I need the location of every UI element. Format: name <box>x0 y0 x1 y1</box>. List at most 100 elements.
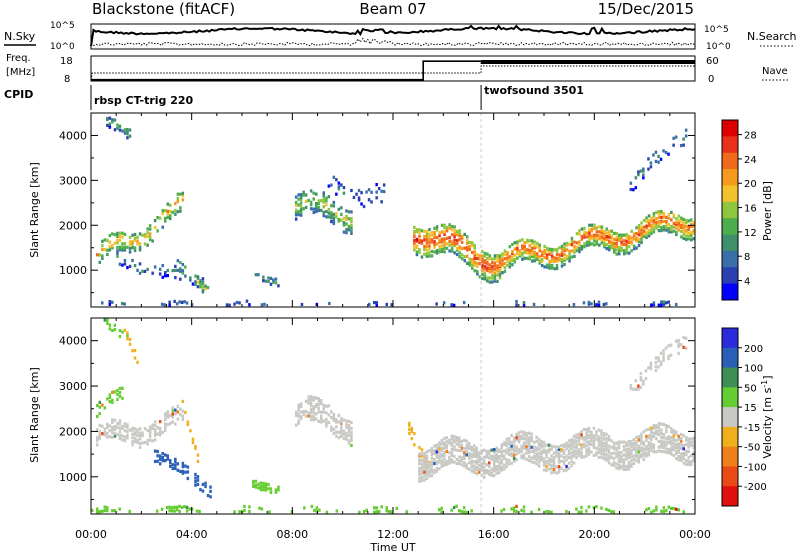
heatmap-cell <box>630 249 633 253</box>
heatmap-cell <box>493 279 497 283</box>
heatmap-cell <box>294 213 298 217</box>
heatmap-cell <box>420 454 424 458</box>
heatmap-cell <box>340 206 343 210</box>
heatmap-cell <box>148 227 152 231</box>
heatmap-cell <box>475 472 478 476</box>
velocity-ylabel: Slant Range [km] <box>28 367 41 463</box>
heatmap-cell <box>627 447 631 451</box>
heatmap-cell <box>649 367 653 371</box>
heatmap-cell <box>450 460 454 464</box>
heatmap-cell <box>342 418 346 422</box>
heatmap-cell <box>535 446 538 450</box>
heatmap-cell <box>435 469 439 473</box>
heatmap-cell <box>425 463 429 467</box>
heatmap-cell <box>332 418 336 422</box>
heatmap-cell <box>627 467 631 471</box>
heatmap-cell <box>307 414 310 418</box>
heatmap-cell <box>178 300 181 304</box>
heatmap-cell <box>483 267 487 271</box>
heatmap-cell <box>632 445 636 449</box>
heatmap-cell <box>582 427 586 432</box>
heatmap-cell <box>522 443 526 447</box>
heatmap-cell <box>555 454 558 458</box>
heatmap-cell <box>498 269 502 274</box>
heatmap-cell <box>196 475 200 479</box>
heatmap-cell <box>660 215 663 219</box>
heatmap-cell <box>667 435 670 439</box>
heatmap-cell <box>309 410 313 415</box>
heatmap-cell <box>493 466 496 470</box>
heatmap-cell <box>675 452 678 456</box>
heatmap-cell <box>548 249 551 253</box>
heatmap-cell <box>478 254 482 258</box>
heatmap-cell <box>418 248 421 252</box>
heatmap-cell <box>520 444 523 448</box>
heatmap-cell <box>380 200 383 204</box>
heatmap-cell <box>557 470 561 474</box>
heatmap-cell <box>565 441 568 445</box>
heatmap-cell <box>435 462 439 466</box>
heatmap-cell <box>430 460 434 464</box>
freq-tick-bottom: 8 <box>64 74 70 85</box>
heatmap-cell <box>522 433 526 437</box>
heatmap-cell <box>582 445 586 449</box>
heatmap-cell <box>164 412 167 416</box>
heatmap-cell <box>116 392 119 396</box>
heatmap-cell <box>667 300 670 304</box>
heatmap-cell <box>657 445 661 449</box>
heatmap-cell <box>657 229 661 233</box>
heatmap-cell <box>98 253 101 257</box>
heatmap-cell <box>493 469 496 473</box>
heatmap-cell <box>345 435 348 439</box>
heatmap-cell <box>670 506 673 511</box>
heatmap-cell <box>98 430 101 434</box>
heatmap-cell <box>133 248 137 253</box>
heatmap-cell <box>684 134 688 138</box>
heatmap-cell <box>452 505 456 510</box>
heatmap-cell <box>143 233 147 237</box>
heatmap-cell <box>113 118 117 122</box>
heatmap-cell <box>169 459 172 463</box>
heatmap-cell <box>642 453 646 457</box>
heatmap-cell <box>153 219 157 223</box>
heatmap-cell <box>600 448 603 452</box>
heatmap-cell <box>512 456 516 460</box>
heatmap-cell <box>517 447 521 452</box>
heatmap-cell <box>690 234 693 238</box>
heatmap-cell <box>440 442 444 446</box>
heatmap-cell <box>682 345 685 349</box>
heatmap-cell <box>627 234 631 238</box>
heatmap-cell <box>297 213 300 217</box>
heatmap-cell <box>540 442 543 446</box>
heatmap-cell <box>572 303 576 307</box>
heatmap-cell <box>248 509 251 514</box>
heatmap-cell <box>625 467 628 471</box>
heatmap-cell <box>473 243 476 247</box>
heatmap-cell <box>375 510 378 514</box>
heatmap-cell <box>166 268 169 273</box>
heatmap-cell <box>455 439 459 443</box>
heatmap-cell <box>635 459 638 463</box>
heatmap-cell <box>471 250 474 255</box>
heatmap-cell <box>667 448 670 452</box>
heatmap-cell <box>481 250 484 254</box>
heatmap-cell <box>622 467 626 471</box>
heatmap-cell <box>515 448 518 452</box>
heatmap-cell <box>473 454 476 458</box>
heatmap-cell <box>481 276 484 281</box>
heatmap-cell <box>528 251 531 255</box>
heatmap-cell <box>543 248 546 253</box>
heatmap-cell <box>642 234 646 238</box>
heatmap-cell <box>679 144 683 148</box>
heatmap-cell <box>98 260 101 264</box>
heatmap-cell <box>675 456 678 461</box>
heatmap-cell <box>522 453 526 457</box>
heatmap-cell <box>618 238 621 242</box>
heatmap-cell <box>607 435 611 439</box>
heatmap-cell <box>315 509 319 513</box>
heatmap-cell <box>131 233 134 237</box>
heatmap-cell <box>672 447 675 452</box>
heatmap-cell <box>309 401 313 405</box>
colorbar-swatch <box>722 486 738 507</box>
heatmap-cell <box>445 242 449 246</box>
